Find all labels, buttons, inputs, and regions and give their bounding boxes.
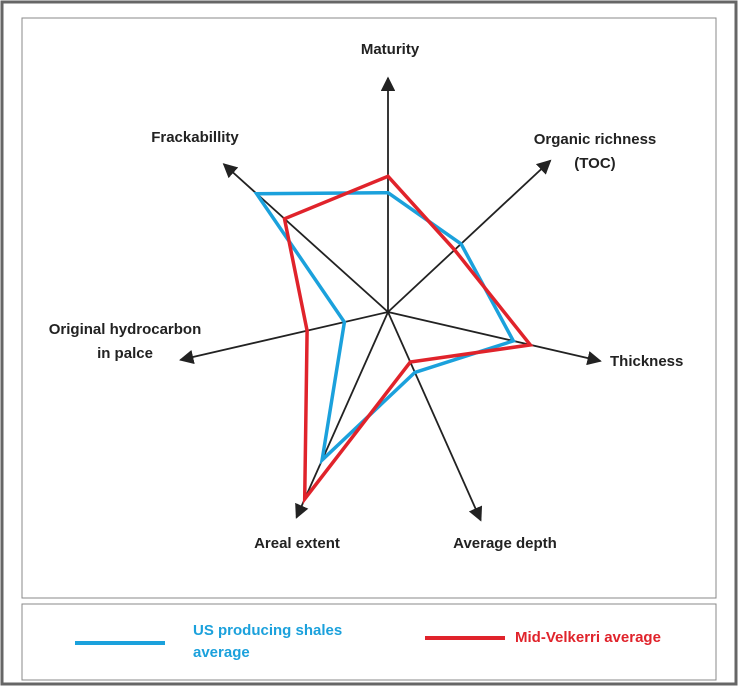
- series-line: [253, 190, 516, 465]
- axis: [295, 311, 389, 519]
- legend-label: US producing shales average: [193, 622, 343, 661]
- axis: [387, 159, 552, 313]
- axis: [387, 311, 483, 522]
- legend-label: Mid-Velkerri average: [515, 629, 661, 646]
- axis-label: Organic richness (TOC): [533, 131, 657, 172]
- axis: [222, 163, 389, 313]
- axis-label: Areal extent: [254, 535, 340, 552]
- axis-label: Maturity: [360, 41, 420, 58]
- axis-label: Thickness: [610, 353, 684, 370]
- legend-frame: [21, 603, 717, 681]
- axis: [179, 311, 389, 365]
- axis: [387, 311, 602, 366]
- axis-label: Original hydrocarbon in palce: [48, 321, 202, 362]
- axis-label: Average depth: [453, 535, 557, 552]
- series-line: [282, 174, 534, 505]
- chart-frame: [21, 17, 717, 599]
- axis-label: Frackabillity: [151, 129, 239, 146]
